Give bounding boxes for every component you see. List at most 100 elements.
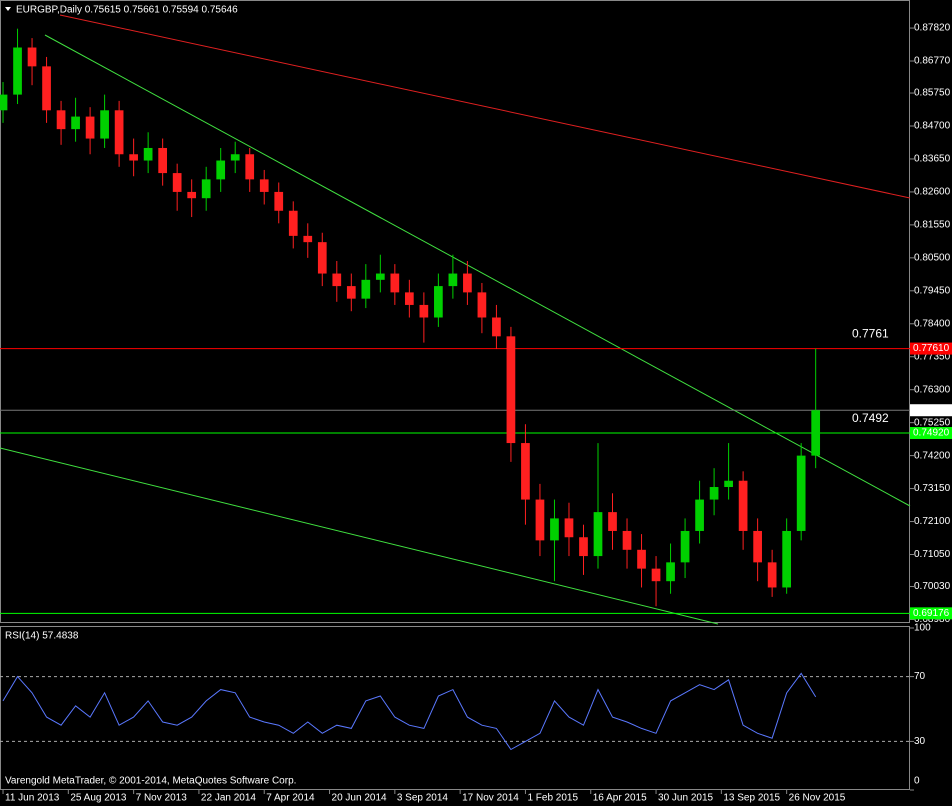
candle-body: [85, 116, 95, 139]
x-tick-label: 7 Nov 2013: [136, 793, 188, 804]
candle-body: [245, 154, 255, 180]
candle-body: [738, 480, 748, 531]
candle-body: [346, 286, 356, 299]
level-label: 0.7761: [852, 327, 889, 341]
candle-body: [100, 110, 109, 139]
candle-body: [753, 530, 762, 563]
rsi-title: RSI(14) 57.4838: [5, 631, 79, 642]
candle-body: [608, 512, 617, 531]
price-box: [910, 607, 952, 620]
candle-body: [564, 518, 574, 538]
trendline: [44, 34, 911, 507]
y-tick-label: 0.82600: [914, 187, 951, 198]
candle-body: [724, 480, 733, 488]
x-tick-label: 25 Aug 2013: [70, 793, 127, 804]
y-tick-label: 0.74200: [914, 450, 951, 461]
candle-body: [651, 568, 661, 582]
y-tick-label: 70: [914, 671, 926, 682]
price-box-label: 0.77610: [913, 343, 950, 354]
candle-body: [796, 455, 806, 531]
x-tick-label: 3 Sep 2014: [397, 793, 449, 804]
y-tick-label: 0.87820: [914, 23, 951, 34]
candle-body: [448, 273, 458, 287]
candle-body: [114, 110, 124, 155]
candle-body: [0, 94, 8, 111]
candle-body: [506, 336, 516, 444]
x-tick-label: 16 Apr 2015: [593, 793, 647, 804]
y-tick-label: 0.75250: [914, 417, 951, 428]
price-box-label: 0.69176: [913, 608, 950, 619]
candle-body: [259, 179, 269, 192]
y-tick-label: 100: [914, 623, 931, 634]
candle-body: [579, 537, 588, 557]
price-box-label: 0.75646: [913, 405, 950, 416]
candle-body: [201, 179, 211, 199]
candle-body: [782, 530, 792, 588]
candle-body: [622, 530, 632, 550]
candle-body: [419, 304, 429, 318]
x-tick-label: 7 Apr 2014: [266, 793, 315, 804]
y-tick-label: 0.70030: [914, 581, 951, 592]
candle-body: [521, 443, 530, 500]
price-box: [910, 404, 952, 417]
trendline: [59, 14, 911, 199]
y-tick-label: 0.85750: [914, 88, 951, 99]
price-box: [910, 342, 952, 355]
y-tick-label: 0.76300: [914, 384, 951, 395]
candle-body: [492, 317, 501, 337]
x-tick-label: 11 Jun 2013: [5, 793, 60, 804]
y-tick-label: 0.77350: [914, 351, 951, 362]
level-label: 0.7492: [852, 411, 889, 425]
candle-body: [27, 47, 37, 67]
candle-body: [709, 487, 719, 500]
x-tick-label: 20 Jun 2014: [332, 793, 387, 804]
y-tick-label: 0.81550: [914, 220, 951, 231]
candle-body: [158, 147, 168, 174]
candle-body: [463, 273, 472, 293]
price-box: [910, 427, 952, 440]
candle-body: [535, 499, 545, 541]
x-tick-label: 26 Nov 2015: [789, 793, 846, 804]
y-tick-label: 0.83650: [914, 154, 951, 165]
candle-body: [666, 562, 675, 582]
candle-body: [143, 147, 153, 161]
chart-title: EURGBP,Daily 0.75615 0.75661 0.75594 0.7…: [16, 5, 238, 16]
y-tick-label: 0.72100: [914, 516, 951, 527]
candle-body: [637, 549, 646, 569]
candle-body: [230, 154, 240, 161]
candle-body: [695, 499, 704, 531]
candle-body: [477, 292, 487, 318]
y-tick-label: 0.84700: [914, 121, 951, 132]
candle-body: [216, 160, 226, 180]
footer: Varengold MetaTrader, © 2001-2014, MetaQ…: [5, 776, 296, 787]
y-tick-label: 0.73150: [914, 483, 951, 494]
candle-body: [129, 154, 138, 161]
y-tick-label: 0: [914, 776, 920, 787]
candle-body: [434, 286, 443, 318]
candle-body: [375, 273, 385, 280]
y-tick-label: 0.80500: [914, 252, 951, 263]
candle-body: [680, 530, 690, 563]
x-tick-label: 22 Jan 2014: [201, 793, 256, 804]
candle-body: [274, 191, 284, 211]
candle-body: [404, 292, 414, 305]
y-tick-label: 0.68980: [914, 614, 951, 625]
candle-body: [42, 66, 51, 111]
x-tick-label: 13 Sep 2015: [723, 793, 780, 804]
rsi-line: [2, 672, 817, 751]
candle-body: [550, 518, 559, 541]
price-frame: [0, 0, 910, 623]
price-box-label: 0.74920: [913, 428, 950, 439]
trendline: [0, 447, 719, 625]
rsi-frame: [0, 626, 910, 790]
candle-body: [56, 110, 66, 130]
candle-body: [172, 173, 182, 192]
candle-body: [390, 273, 400, 293]
candle-body: [303, 235, 313, 243]
y-tick-label: 0.79450: [914, 285, 951, 296]
y-tick-label: 30: [914, 736, 926, 747]
candle-body: [71, 116, 80, 130]
candle-body: [288, 210, 298, 236]
